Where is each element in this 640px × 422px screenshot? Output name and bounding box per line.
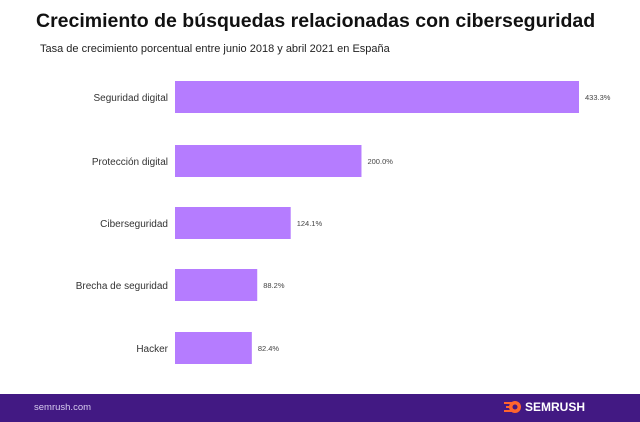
category-label: Ciberseguridad [100, 219, 168, 230]
brand-name: SEMRUSH [524, 400, 585, 414]
category-label: Brecha de seguridad [76, 281, 168, 292]
category-label: Protección digital [92, 157, 168, 168]
data-label: 124.1% [297, 219, 323, 228]
data-label: 200.0% [367, 157, 393, 166]
data-label: 88.2% [263, 281, 285, 290]
bar [175, 269, 258, 301]
category-label: Seguridad digital [94, 93, 169, 104]
bar [175, 332, 252, 364]
chart-title: Crecimiento de búsquedas relacionadas co… [36, 10, 596, 32]
footer: semrush.com SEMRUSH [0, 394, 640, 422]
data-label: 82.4% [258, 344, 280, 353]
bar-chart: Seguridad digital 433.3% Protección digita… [76, 81, 611, 364]
bar [175, 81, 579, 113]
data-label: 433.3% [585, 93, 611, 102]
site-url[interactable]: semrush.com [34, 402, 92, 413]
category-label: Hacker [136, 344, 168, 355]
bar [175, 145, 362, 177]
semrush-flame-icon [503, 401, 521, 413]
chart-subtitle: Tasa de crecimiento porcentual entre jun… [40, 43, 390, 55]
semrush-logo: SEMRUSH [503, 400, 585, 414]
bar [175, 207, 291, 239]
